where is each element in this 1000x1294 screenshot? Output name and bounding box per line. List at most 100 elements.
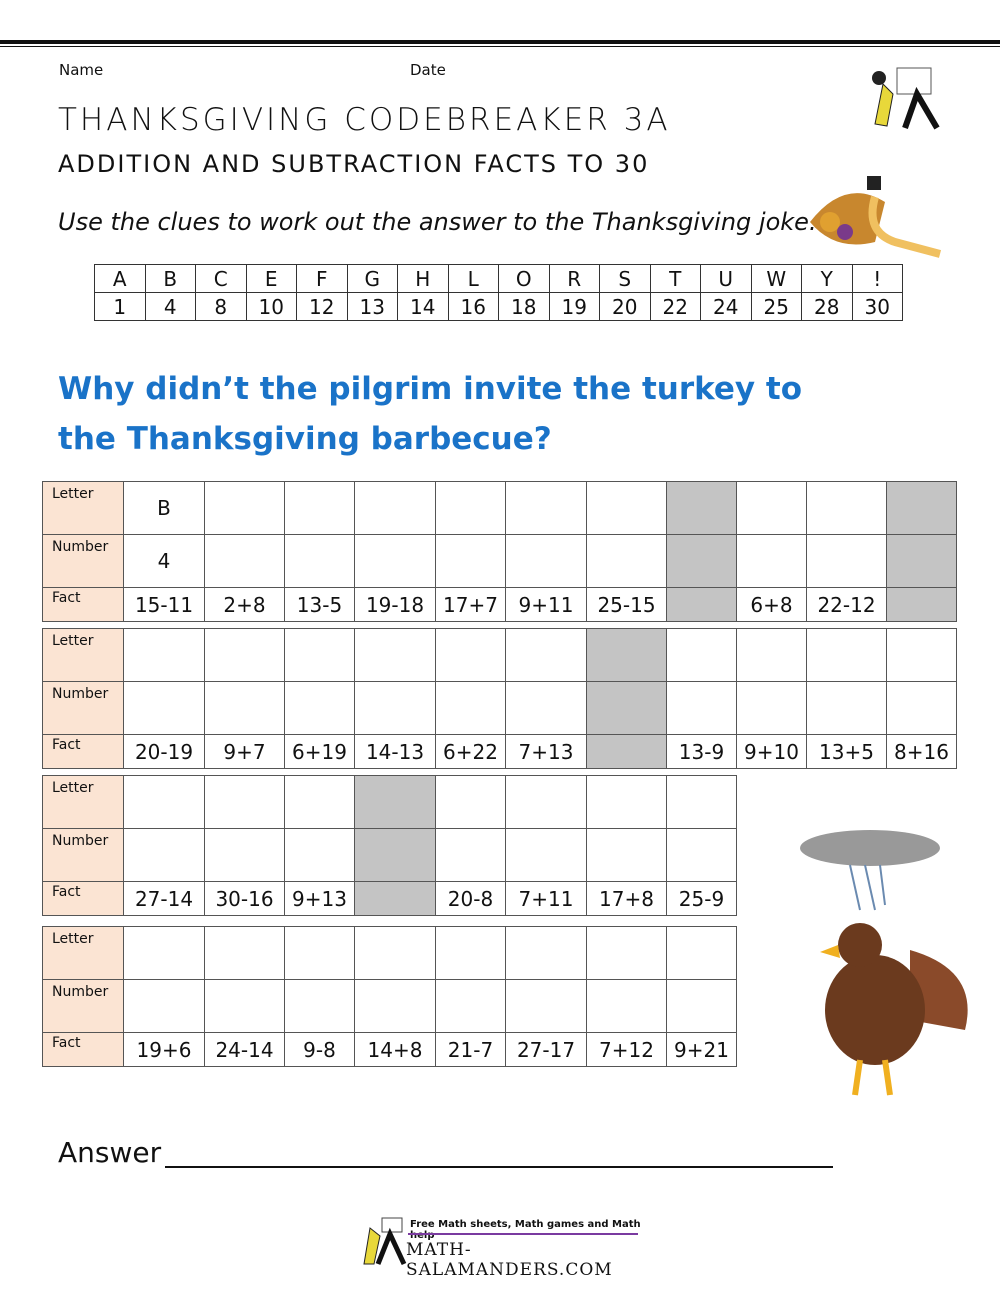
number-cell[interactable]	[736, 534, 807, 588]
code-number: 30	[851, 292, 903, 321]
letter-cell[interactable]	[586, 926, 667, 980]
code-number: 18	[498, 292, 550, 321]
number-cell[interactable]	[886, 681, 957, 735]
code-letter: S	[599, 264, 651, 293]
fact-cell: 25-9	[666, 881, 737, 916]
letter-cell[interactable]	[505, 926, 587, 980]
letter-cell[interactable]	[123, 926, 205, 980]
number-cell[interactable]	[435, 828, 506, 882]
letter-cell[interactable]	[806, 628, 887, 682]
letter-cell[interactable]	[886, 628, 957, 682]
number-cell[interactable]	[204, 828, 285, 882]
letter-cell[interactable]	[204, 775, 285, 829]
fact-row: Fact 20-19 9+7 6+19 14-13 6+22 7+13 13-9 9+10 13+…	[42, 734, 957, 769]
number-cell[interactable]	[123, 681, 205, 735]
worksheet-subtitle: Addition and Subtraction Facts to 30	[58, 150, 650, 178]
letter-cell[interactable]	[354, 926, 436, 980]
letter-cell[interactable]	[736, 628, 807, 682]
number-cell[interactable]	[806, 534, 887, 588]
letter-cell[interactable]	[435, 481, 506, 535]
footer-logo: Free Math sheets, Math games and Math he…	[358, 1216, 648, 1280]
number-cell[interactable]	[666, 979, 737, 1033]
number-cell[interactable]	[284, 681, 355, 735]
code-key-table: A B C E F G H L O R S T U W Y! 1 4 8 10 12 13 14 16 18 19 20 22 24…	[94, 264, 903, 321]
letter-cell[interactable]	[123, 775, 205, 829]
letter-cell[interactable]	[204, 628, 285, 682]
number-cell[interactable]	[204, 979, 285, 1033]
number-cell[interactable]	[586, 979, 667, 1033]
letter-cell[interactable]	[435, 926, 506, 980]
fact-row: Fact 27-14 30-16 9+13 20-8 7+11 17+8 25-9	[42, 881, 737, 916]
letter-cell[interactable]	[586, 481, 667, 535]
number-cell[interactable]	[736, 681, 807, 735]
number-cell[interactable]	[354, 979, 436, 1033]
number-cell[interactable]: 4	[123, 534, 205, 588]
letter-cell[interactable]	[666, 628, 737, 682]
fact-cell: 8+16	[886, 734, 957, 769]
code-letter: U	[700, 264, 752, 293]
number-row: Number	[42, 681, 957, 735]
code-number: 28	[801, 292, 853, 321]
letter-cell[interactable]	[736, 481, 807, 535]
number-cell[interactable]	[806, 681, 887, 735]
letter-cell[interactable]	[354, 628, 436, 682]
fact-cell: 21-7	[435, 1032, 506, 1067]
letter-cell[interactable]	[505, 481, 587, 535]
letter-cell[interactable]	[204, 926, 285, 980]
fact-row: Fact 19+6 24-14 9-8 14+8 21-7 27-17 7+12 9+21	[42, 1032, 737, 1067]
letter-cell[interactable]	[435, 775, 506, 829]
code-letters-row: A B C E F G H L O R S T U W Y!	[94, 264, 903, 293]
fact-cell: 27-17	[505, 1032, 587, 1067]
salamander-logo-icon	[872, 67, 940, 130]
letter-cell[interactable]	[123, 628, 205, 682]
letter-cell[interactable]	[354, 481, 436, 535]
number-cell[interactable]	[435, 979, 506, 1033]
letter-cell[interactable]	[586, 775, 667, 829]
letter-cell[interactable]	[284, 628, 355, 682]
letter-cell[interactable]	[204, 481, 285, 535]
fact-cell: 9+21	[666, 1032, 737, 1067]
number-cell[interactable]	[354, 681, 436, 735]
number-cell[interactable]	[204, 534, 285, 588]
salamander-footer-icon	[363, 1217, 407, 1266]
number-cell[interactable]	[505, 828, 587, 882]
code-letter: Y	[801, 264, 853, 293]
letter-cell[interactable]	[284, 926, 355, 980]
blank-space-cell	[886, 481, 957, 535]
number-cell[interactable]	[505, 534, 587, 588]
number-cell[interactable]	[435, 534, 506, 588]
letter-cell[interactable]	[666, 775, 737, 829]
cornucopia-salamander-icon	[810, 176, 942, 258]
number-cell[interactable]	[505, 681, 587, 735]
number-cell[interactable]	[123, 828, 205, 882]
number-cell[interactable]	[204, 681, 285, 735]
letter-cell[interactable]	[284, 481, 355, 535]
number-cell[interactable]	[666, 681, 737, 735]
letter-cell[interactable]	[505, 628, 587, 682]
code-letter: A	[94, 264, 146, 293]
letter-cell[interactable]: B	[123, 481, 205, 535]
letter-cell[interactable]	[435, 628, 506, 682]
code-letter: H	[397, 264, 449, 293]
number-cell[interactable]	[354, 534, 436, 588]
letter-cell[interactable]	[284, 775, 355, 829]
number-cell[interactable]	[586, 828, 667, 882]
number-cell[interactable]	[505, 979, 587, 1033]
number-cell[interactable]	[284, 828, 355, 882]
letter-cell[interactable]	[505, 775, 587, 829]
fact-cell: 13+5	[806, 734, 887, 769]
number-cell[interactable]	[666, 828, 737, 882]
fact-cell: 24-14	[204, 1032, 285, 1067]
turkey-in-rain-icon	[800, 830, 968, 1096]
number-cell[interactable]	[435, 681, 506, 735]
blank-space-cell	[886, 534, 957, 588]
number-cell[interactable]	[123, 979, 205, 1033]
number-cell[interactable]	[586, 534, 667, 588]
number-cell[interactable]	[284, 534, 355, 588]
answer-input-line[interactable]	[165, 1166, 833, 1168]
answer-grid-2: Letter Number Fact 20-19 9+7 6+19 14-13 6+22 7+1…	[42, 628, 957, 769]
number-row: Number	[42, 979, 737, 1033]
number-cell[interactable]	[284, 979, 355, 1033]
letter-cell[interactable]	[806, 481, 887, 535]
letter-cell[interactable]	[666, 926, 737, 980]
